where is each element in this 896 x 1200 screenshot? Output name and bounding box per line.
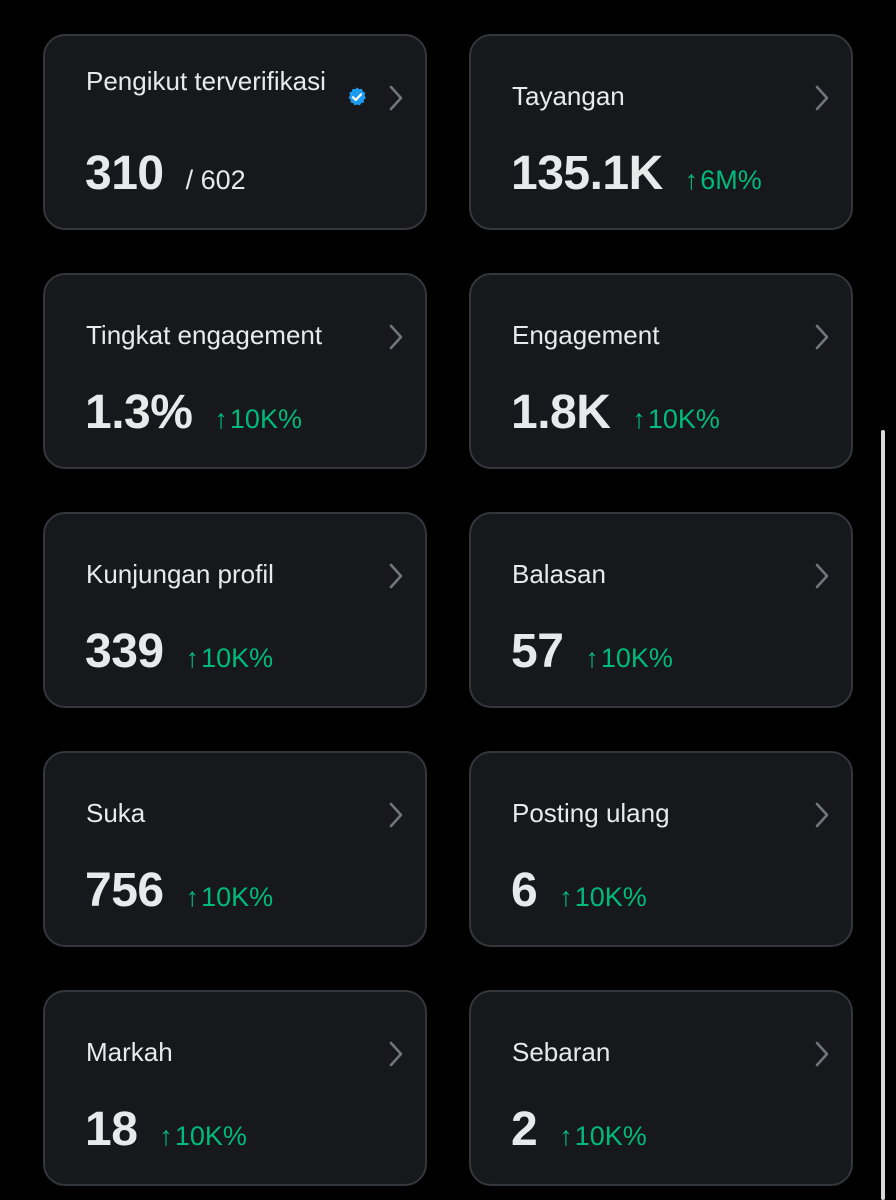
change-value: 6M%	[700, 165, 762, 195]
chevron-right-icon	[389, 85, 403, 111]
card-title: Tayangan	[512, 81, 625, 111]
card-title: Engagement	[512, 320, 660, 350]
metric-change: ↑10K%	[186, 643, 274, 674]
card-title: Balasan	[512, 559, 606, 589]
metric-value: 6	[511, 864, 538, 917]
change-value: 10K%	[574, 882, 647, 912]
value-row: 1.3% ↑10K%	[85, 383, 302, 443]
card-bookmarks[interactable]: Markah 18 ↑10K%	[43, 990, 427, 1186]
card-profile-visits[interactable]: Kunjungan profil 339 ↑10K%	[43, 512, 427, 708]
metric-change: ↑10K%	[559, 882, 647, 913]
card-reposts[interactable]: Posting ulang 6 ↑10K%	[469, 751, 853, 947]
card-impressions[interactable]: Tayangan 135.1K ↑6M%	[469, 34, 853, 230]
value-row: 756 ↑10K%	[85, 861, 273, 921]
chevron-right-icon	[389, 563, 403, 589]
arrow-up-icon: ↑	[559, 882, 573, 912]
value-row: 18 ↑10K%	[85, 1100, 247, 1160]
metric-value: 135.1K	[511, 147, 663, 200]
value-row: 135.1K ↑6M%	[511, 144, 762, 204]
card-shares[interactable]: Sebaran 2 ↑10K%	[469, 990, 853, 1186]
arrow-up-icon: ↑	[585, 643, 599, 673]
chevron-right-icon	[389, 324, 403, 350]
metric-value: 57	[511, 625, 564, 678]
metric-value: 2	[511, 1103, 538, 1156]
chevron-right-icon	[815, 324, 829, 350]
metric-change: ↑10K%	[159, 1121, 247, 1152]
metric-change: ↑10K%	[585, 643, 673, 674]
metric-value: 1.3%	[85, 386, 193, 439]
chevron-right-icon	[815, 85, 829, 111]
card-title: Kunjungan profil	[86, 559, 274, 589]
metric-value: 310	[85, 147, 164, 200]
change-value: 10K%	[600, 643, 673, 673]
card-title: Sebaran	[512, 1037, 611, 1067]
metric-change: ↑6M%	[685, 165, 762, 196]
card-title: Posting ulang	[512, 798, 670, 828]
value-row: 310 / 602	[85, 144, 246, 204]
metric-change: ↑10K%	[214, 404, 302, 435]
chevron-right-icon	[389, 802, 403, 828]
metric-value: 339	[85, 625, 164, 678]
change-value: 10K%	[174, 1121, 247, 1151]
arrow-up-icon: ↑	[185, 643, 200, 673]
value-row: 2 ↑10K%	[511, 1100, 647, 1160]
metric-value: 18	[85, 1103, 138, 1156]
card-likes[interactable]: Suka 756 ↑10K%	[43, 751, 427, 947]
chevron-right-icon	[815, 1041, 829, 1067]
card-title: Tingkat engagement	[86, 320, 323, 350]
arrow-up-icon: ↑	[684, 165, 699, 195]
change-value: 10K%	[229, 404, 302, 434]
change-value: 10K%	[201, 882, 274, 912]
value-row: 1.8K ↑10K%	[511, 383, 720, 443]
change-value: 10K%	[647, 404, 720, 434]
metric-change: ↑10K%	[186, 882, 274, 913]
chevron-right-icon	[815, 563, 829, 589]
value-row: 339 ↑10K%	[85, 622, 273, 682]
arrow-up-icon: ↑	[159, 1121, 173, 1151]
value-row: 6 ↑10K%	[511, 861, 647, 921]
metric-change: ↑10K%	[632, 404, 720, 435]
arrow-up-icon: ↑	[559, 1121, 573, 1151]
card-engagement[interactable]: Engagement 1.8K ↑10K%	[469, 273, 853, 469]
card-title: Pengikut terverifikasi	[86, 66, 326, 96]
verified-badge-icon	[348, 87, 366, 106]
metric-total: / 602	[185, 165, 246, 195]
change-value: 10K%	[201, 643, 274, 673]
chevron-right-icon	[815, 802, 829, 828]
value-row: 57 ↑10K%	[511, 622, 673, 682]
scrollbar[interactable]	[881, 430, 885, 1200]
arrow-up-icon: ↑	[214, 404, 228, 434]
card-title: Markah	[86, 1037, 173, 1067]
arrow-up-icon: ↑	[185, 882, 200, 912]
arrow-up-icon: ↑	[632, 404, 646, 434]
metric-change: ↑10K%	[559, 1121, 647, 1152]
card-title: Suka	[86, 798, 146, 828]
metric-value: 1.8K	[511, 386, 611, 439]
card-engagement-rate[interactable]: Tingkat engagement 1.3% ↑10K%	[43, 273, 427, 469]
chevron-right-icon	[389, 1041, 403, 1067]
card-verified-followers[interactable]: Pengikut terverifikasi 310 / 602	[43, 34, 427, 230]
card-replies[interactable]: Balasan 57 ↑10K%	[469, 512, 853, 708]
metric-value: 756	[85, 864, 164, 917]
change-value: 10K%	[574, 1121, 647, 1151]
